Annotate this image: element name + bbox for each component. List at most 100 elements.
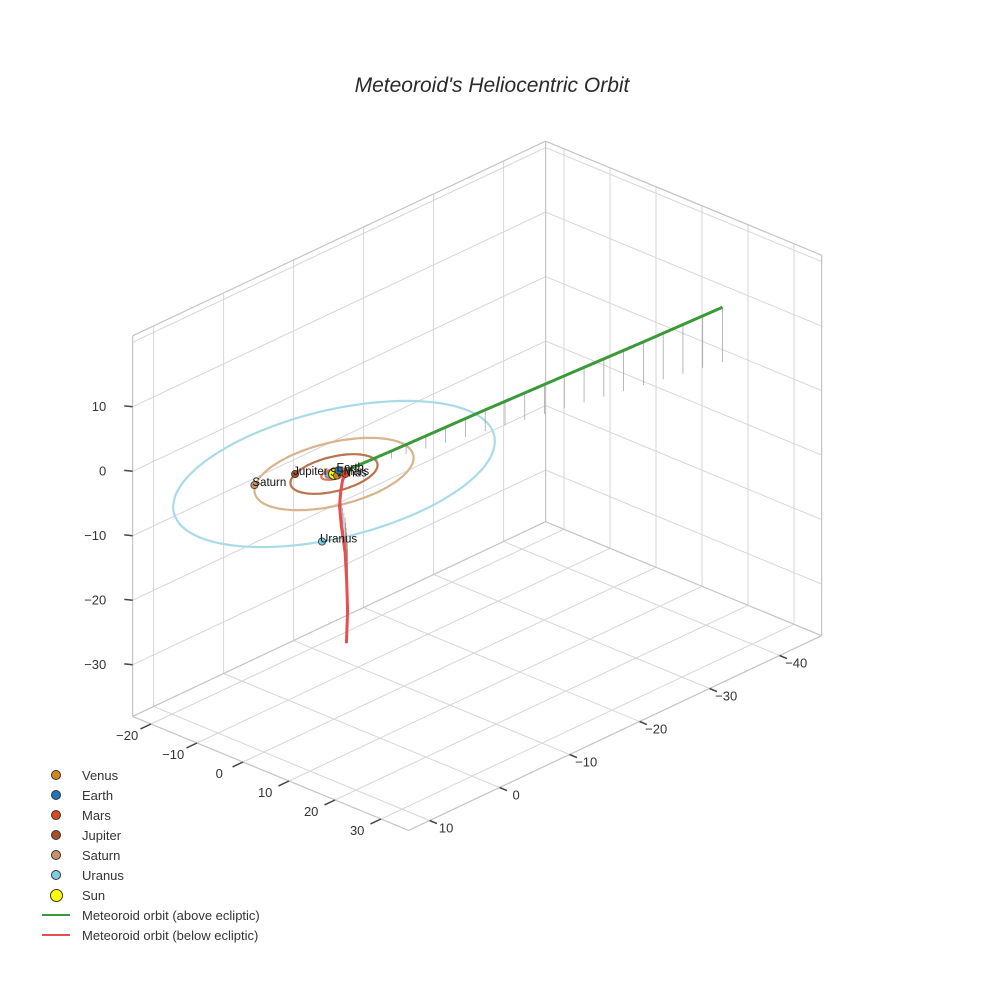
grid-line [545,340,822,456]
z-tick-mark [124,534,133,537]
x-tick-label: 0 [216,766,223,781]
z-tick-label: −30 [84,657,106,672]
grid-line [545,405,822,521]
y-tick-label: −30 [715,688,737,703]
y-tick-label: 0 [513,787,520,802]
legend-item[interactable]: Venus [38,765,260,785]
legend-marker-icon [38,870,74,880]
x-tick-mark [232,761,244,768]
z-tick-label: 0 [99,463,106,478]
box-edge [132,140,546,337]
z-tick-mark [124,663,133,666]
box-edge [132,521,546,717]
legend-item[interactable]: Earth [38,785,260,805]
grid-line [380,623,795,820]
y-tick-label: 10 [439,820,453,835]
legend-marker-icon [38,850,74,860]
legend-label: Sun [82,887,106,903]
box-edge [545,521,822,637]
planet-label-mars: Mars [344,466,370,478]
box-edge [132,715,409,831]
orbit-saturn [253,436,415,512]
grid-line [132,211,546,408]
planet-marker-saturn [250,481,259,490]
grid-line [503,541,780,656]
planet-label-uranus: Uranus [320,533,357,545]
legend-marker-icon [38,770,74,780]
y-tick-mark [569,753,578,759]
meteoroid-orbit-below [337,470,350,644]
grid [132,140,823,831]
y-tick-label: −10 [575,754,597,769]
legend-marker-icon [38,790,74,800]
legend-line-icon [38,934,74,936]
legend-item[interactable]: Saturn [38,845,260,865]
legend-item[interactable]: Uranus [38,865,260,885]
grid-line [223,673,500,788]
planet-marker-uranus [318,537,327,546]
y-tick-mark [499,786,508,792]
y-tick-label: −40 [785,655,807,670]
planet-marker-jupiter [291,470,300,479]
legend-item[interactable]: Meteoroid orbit (above ecliptic) [38,905,260,925]
x-tick-mark [278,780,290,787]
x-tick-label: 20 [304,804,318,819]
x-tick-label: 10 [258,785,272,800]
grid-line [150,528,565,725]
legend-item[interactable]: Mars [38,805,260,825]
legend-label: Meteoroid orbit (below ecliptic) [82,927,259,943]
orbit-uranus [172,399,496,549]
grid-line [293,640,570,755]
x-tick-mark [370,818,382,825]
z-tick-label: −20 [84,592,106,607]
y-tick-mark [779,654,788,660]
x-tick-label: −10 [162,747,184,762]
meteoroid-orbit [337,305,724,644]
y-tick-label: −20 [645,721,667,736]
x-tick-mark [140,723,152,730]
legend-label: Earth [82,787,114,803]
orbit-jupiter [289,453,379,495]
legend-marker-icon [38,830,74,840]
grid-line [242,566,657,763]
axis-ticks: −20 −10 0 10 20 30 10 0 −10 −20 −30 −40 10 0 −10 −20 −30 [84,399,807,838]
legend: Venus Earth Mars Jupiter Saturn Uranus Sun Mete… [38,765,260,945]
planet-label-saturn: Saturn [252,477,286,489]
z-tick-mark [124,469,133,473]
box-edge [408,635,822,831]
legend-label: Mars [82,807,111,823]
chart-title: Meteoroid's Heliocentric Orbit [354,74,630,97]
meteoroid-orbit-above [347,305,724,472]
z-tick-label: 10 [92,399,106,414]
legend-marker-icon [38,810,74,820]
grid-line [196,547,611,744]
legend-label: Venus [82,767,119,783]
grid-line [288,585,703,782]
x-tick-mark [324,799,336,806]
grid-line [545,469,822,585]
grid-line [545,147,822,263]
legend-item[interactable]: Sun [38,885,260,905]
grid-line [545,276,822,392]
y-tick-mark [429,819,438,825]
planet-marker-mars [341,469,350,478]
z-tick-mark [124,598,133,602]
legend-label: Jupiter [82,827,122,843]
x-tick-mark [186,742,198,749]
legend-label: Saturn [82,847,121,863]
y-tick-mark [639,720,648,726]
grid-line [132,276,546,472]
grid-line [363,607,640,722]
box-edge [545,140,822,256]
legend-label: Uranus [82,867,124,883]
x-tick-label: −20 [116,728,138,743]
legend-item[interactable]: Jupiter [38,825,260,845]
z-tick-mark [124,405,133,408]
planet-markers: SunVenusEarthMarsJupiterSaturnUranus [250,462,370,546]
legend-item[interactable]: Meteoroid orbit (below ecliptic) [38,925,260,945]
grid-line [132,340,546,537]
grid-line [153,706,430,821]
grid-line [334,604,749,801]
